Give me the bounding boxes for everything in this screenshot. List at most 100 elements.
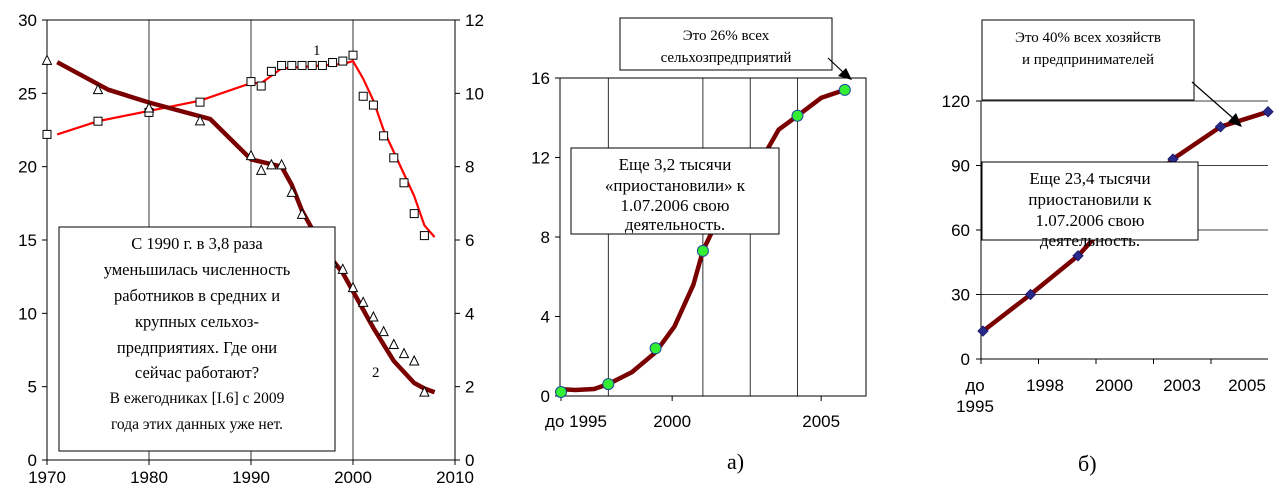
series-1-marker — [399, 178, 409, 188]
callout-line: Это 40% всех хозяйств — [1015, 30, 1161, 46]
series-2-marker — [347, 281, 359, 293]
y-tick-label: 16 — [531, 69, 550, 88]
annotation-line: крупных сельхоз- — [135, 312, 259, 331]
annotation-line: Еще 23,4 тысячи — [1029, 169, 1150, 188]
series-marker — [1262, 106, 1274, 118]
series-2-marker — [296, 208, 308, 219]
x-tick-label: 1990 — [232, 468, 270, 487]
callout-box — [981, 19, 1195, 101]
y-tick-label-left: 10 — [18, 304, 37, 323]
y-tick-label: 4 — [541, 308, 550, 327]
annotation-line: года этих данных уже нет. — [111, 416, 283, 433]
y-tick-label: 120 — [942, 92, 970, 111]
annotation-box — [58, 226, 336, 452]
series-1-marker — [389, 153, 399, 163]
annotation-line: 1.07.2006 свою — [1036, 211, 1145, 230]
y-tick-label-left: 5 — [28, 378, 37, 397]
annotation-line: приостановили к — [1028, 190, 1152, 209]
series-marker — [838, 83, 851, 96]
series-1-marker — [379, 131, 389, 141]
series-marker — [555, 386, 567, 399]
series-markers — [41, 50, 430, 397]
series-marker — [1214, 121, 1227, 133]
series-1-marker — [328, 58, 338, 68]
y-tick-label-right: 12 — [465, 11, 484, 30]
y-tick-label: 8 — [541, 228, 550, 247]
series-1-marker — [246, 77, 256, 87]
x-tick-label: 2000 — [1095, 376, 1133, 395]
y-tick-label-right: 4 — [465, 304, 474, 323]
vertical-grid — [607, 78, 798, 396]
series-2-marker — [194, 114, 206, 126]
series-1-marker — [93, 116, 103, 126]
annotation-line: В ежегодниках [I.6] с 2009 — [110, 390, 285, 407]
series-1-marker — [256, 81, 266, 91]
series-1-marker — [307, 60, 317, 70]
series-1-marker — [358, 91, 368, 101]
annotation-line: предприятиях. Где они — [117, 338, 277, 357]
callout-line: и предпринимателей — [1022, 52, 1154, 68]
series-marker — [791, 109, 804, 122]
annotation-line: «приостановили» к — [605, 176, 746, 195]
x-tick-label: 1995 — [956, 397, 994, 416]
series-2-marker — [357, 296, 369, 307]
series-2-marker — [388, 338, 400, 349]
chart-a: 0 4 8 12 16 до 1995 2000 2005 Это 26% всех сель… — [531, 17, 867, 474]
y-tick-label: 90 — [951, 157, 970, 176]
series-marker — [1024, 288, 1037, 301]
x-tick-label: 2000 — [334, 468, 372, 487]
annotation-box — [981, 161, 1199, 241]
x-tick-label: 2010 — [436, 468, 474, 487]
annotation-line: Еще 3,2 тысячи — [619, 155, 732, 174]
callout-arrow — [1191, 81, 1235, 120]
series-marker — [977, 325, 989, 337]
series-2-marker — [419, 386, 430, 397]
series-marker — [696, 244, 709, 257]
series-2-marker — [41, 54, 53, 65]
series-2-marker — [276, 158, 287, 170]
annotation-line: работников в средних и — [114, 286, 280, 305]
caption: б) — [1078, 451, 1097, 476]
series-2-marker — [92, 83, 104, 95]
series-1-marker — [368, 100, 378, 110]
y-tick-label-right: 0 — [465, 451, 474, 470]
series-1-marker — [419, 231, 429, 241]
y-tick-label-right: 8 — [465, 158, 474, 177]
callout-arrow — [827, 57, 846, 75]
x-tick-label: 2003 — [1163, 376, 1201, 395]
series-2-marker — [337, 263, 349, 274]
series-curve — [558, 87, 846, 393]
series-line — [558, 87, 846, 393]
axes-frame — [559, 77, 867, 397]
x-tick-label: 1998 — [1026, 376, 1064, 395]
callout-line: сельхозпредприятий — [661, 50, 792, 66]
x-tick-label: 2005 — [802, 412, 840, 431]
y-tick-label-left: 20 — [18, 158, 37, 177]
series-2-marker — [408, 354, 420, 366]
series-2-marker — [378, 325, 389, 337]
annotation-line: уменьшилась численность — [104, 260, 291, 279]
series-2-marker — [255, 164, 267, 175]
annotation-box — [570, 147, 780, 235]
series-1-marker — [287, 60, 297, 70]
y-tick-label: 0 — [961, 350, 970, 369]
series-2-marker — [368, 310, 379, 322]
x-tick-label: 1980 — [130, 468, 168, 487]
x-tick-label: 2005 — [1228, 376, 1266, 395]
series-1-marker — [348, 50, 358, 60]
plot-frame — [559, 77, 867, 397]
annotation-line: деятельность. — [1040, 231, 1140, 250]
y-tick-label-right: 10 — [465, 84, 484, 103]
y-tick-label-left: 30 — [18, 11, 37, 30]
x-tick-label: 1970 — [28, 468, 66, 487]
series-marker — [649, 342, 662, 355]
y-tick-label-left: 25 — [18, 84, 37, 103]
series-1-marker — [195, 97, 205, 107]
series-label-2: 2 — [372, 365, 380, 381]
y-tick-label-left: 0 — [28, 451, 37, 470]
series-label-1: 1 — [313, 43, 321, 59]
series-2-marker — [266, 158, 277, 170]
